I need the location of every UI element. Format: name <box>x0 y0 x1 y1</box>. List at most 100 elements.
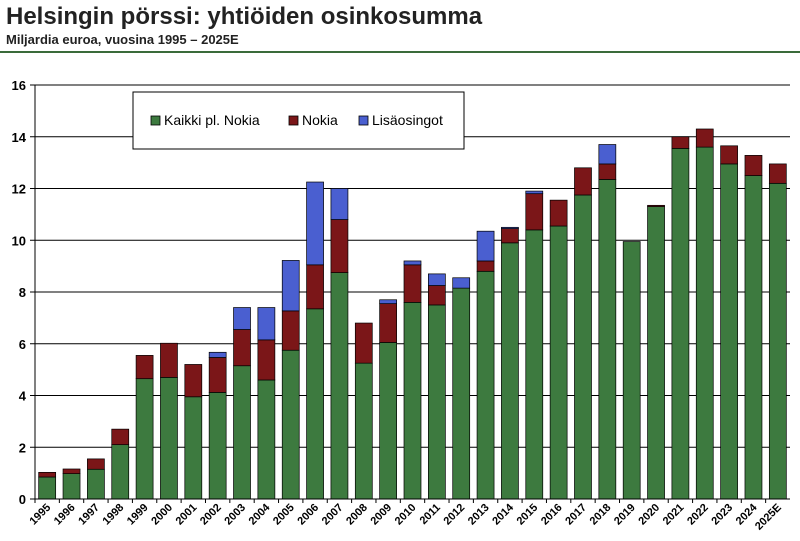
x-tick-label: 1999 <box>125 502 151 528</box>
x-tick-label: 1996 <box>52 502 78 528</box>
bar-segment-lisaosingot <box>598 144 617 165</box>
bar-segment-nokia <box>111 428 130 446</box>
x-tick-label: 2012 <box>442 502 468 528</box>
bar-segment-kaikki <box>379 342 397 500</box>
bar-segment-nokia <box>744 155 763 176</box>
bar-segment-kaikki <box>720 163 738 500</box>
bar-segment-lisaosingot <box>476 230 495 262</box>
x-tick-label: 2009 <box>368 502 394 528</box>
bar-segment-nokia <box>257 339 276 381</box>
bar-segment-kaikki <box>257 379 276 500</box>
bar-segment-kaikki <box>87 468 105 500</box>
legend-swatch-nokia <box>288 115 299 126</box>
bar-segment-kaikki <box>476 270 495 500</box>
bars <box>38 128 787 500</box>
bar-segment-nokia <box>647 204 665 207</box>
bar-segment-kaikki <box>160 377 178 500</box>
bar-segment-lisaosingot <box>257 307 276 341</box>
x-tick-label: 2000 <box>149 502 175 528</box>
chart-subtitle: Miljardia euroa, vuosina 1995 – 2025E <box>6 32 239 47</box>
x-tick-label: 2014 <box>490 501 516 527</box>
x-tick-labels: 1995199619971998199920002001200220032004… <box>28 499 784 533</box>
bar-segment-nokia <box>87 458 105 470</box>
bar-segment-nokia <box>476 260 495 272</box>
bar-segment-nokia <box>160 342 178 378</box>
bar-segment-nokia <box>549 199 568 227</box>
bar-segment-lisaosingot <box>452 277 471 289</box>
bar-segment-kaikki <box>354 362 373 500</box>
x-tick-label: 2001 <box>174 502 200 528</box>
bar-segment-kaikki <box>208 392 227 500</box>
bar-segment-nokia <box>720 145 738 165</box>
bar-segment-nokia <box>184 364 203 398</box>
bar-segment-kaikki <box>598 179 617 500</box>
bar-segment-kaikki <box>574 194 592 500</box>
bar-segment-nokia <box>598 163 617 180</box>
bar-segment-nokia <box>525 193 544 231</box>
bar-segment-nokia <box>768 163 787 184</box>
bar-segment-kaikki <box>330 272 349 500</box>
bar-segment-kaikki <box>428 304 446 500</box>
bar-segment-kaikki <box>671 148 690 500</box>
x-tick-label: 2007 <box>320 502 346 528</box>
bar-segment-nokia <box>135 355 154 380</box>
legend-label-lisaosingot: Lisäosingot <box>372 112 443 128</box>
x-tick-label: 2023 <box>709 502 735 528</box>
bar-segment-nokia <box>281 310 300 351</box>
bar-segment-kaikki <box>281 349 300 500</box>
bar-segment-nokia <box>574 167 592 196</box>
x-tick-label: 2021 <box>661 502 687 528</box>
x-tick-label: 1997 <box>76 502 102 528</box>
x-tick-label: 2015 <box>515 502 541 528</box>
x-tick-label: 2004 <box>247 501 273 527</box>
bar-segment-kaikki <box>452 287 471 500</box>
bar-segment-kaikki <box>184 396 203 500</box>
bar-segment-kaikki <box>501 242 519 500</box>
x-tick-label: 2005 <box>271 502 297 528</box>
y-tick-label: 2 <box>19 440 26 455</box>
y-tick-label: 12 <box>12 182 26 197</box>
bar-segment-nokia <box>62 468 81 474</box>
bar-segment-nokia <box>379 303 397 343</box>
y-tick-label: 0 <box>19 492 26 507</box>
x-tick-label: 2025E <box>753 502 784 533</box>
bar-segment-lisaosingot <box>233 307 251 330</box>
bar-segment-nokia <box>671 136 690 149</box>
bar-segment-kaikki <box>622 241 641 500</box>
bar-segment-lisaosingot <box>281 260 300 312</box>
bar-segment-kaikki <box>744 175 763 500</box>
bar-segment-lisaosingot <box>428 273 446 286</box>
bar-segment-lisaosingot <box>306 181 324 266</box>
legend-box <box>132 91 465 150</box>
bar-segment-nokia <box>330 219 349 273</box>
x-tick-label: 2017 <box>563 502 589 528</box>
x-tick-label: 2022 <box>685 502 711 528</box>
bar-segment-kaikki <box>111 444 130 500</box>
bar-segment-nokia <box>695 128 714 148</box>
bar-segment-nokia <box>233 329 251 367</box>
legend-swatch-kaikki <box>150 115 161 126</box>
bar-segment-kaikki <box>647 206 665 500</box>
bar-segment-lisaosingot <box>525 190 544 195</box>
y-tick-labels: 0 2 4 6 8 10 12 14 16 <box>12 78 27 507</box>
y-tick-label: 14 <box>12 130 27 145</box>
legend: Kaikki pl. Nokia Nokia Lisäosingot <box>132 91 465 150</box>
legend-label-nokia: Nokia <box>302 112 338 128</box>
chart-title: Helsingin pörssi: yhtiöiden osinkosumma <box>6 3 483 30</box>
bar-segment-lisaosingot <box>403 260 422 266</box>
bar-segment-kaikki <box>768 182 787 500</box>
x-tick-label: 2019 <box>612 502 638 528</box>
x-tick-label: 2018 <box>588 502 614 528</box>
x-tick-label: 2011 <box>418 502 443 527</box>
bar-segment-lisaosingot <box>208 351 227 358</box>
bar-segment-lisaosingot <box>379 299 397 304</box>
bar-segment-nokia <box>428 285 446 306</box>
bar-segment-nokia <box>306 264 324 310</box>
legend-label-kaikki: Kaikki pl. Nokia <box>164 112 260 128</box>
header-divider <box>0 51 800 53</box>
bar-segment-kaikki <box>62 473 81 500</box>
bar-segment-lisaosingot <box>501 226 519 229</box>
x-tick-label: 2020 <box>636 502 662 528</box>
x-tick-label: 2013 <box>466 502 492 528</box>
x-tick-label: 2002 <box>198 502 224 528</box>
